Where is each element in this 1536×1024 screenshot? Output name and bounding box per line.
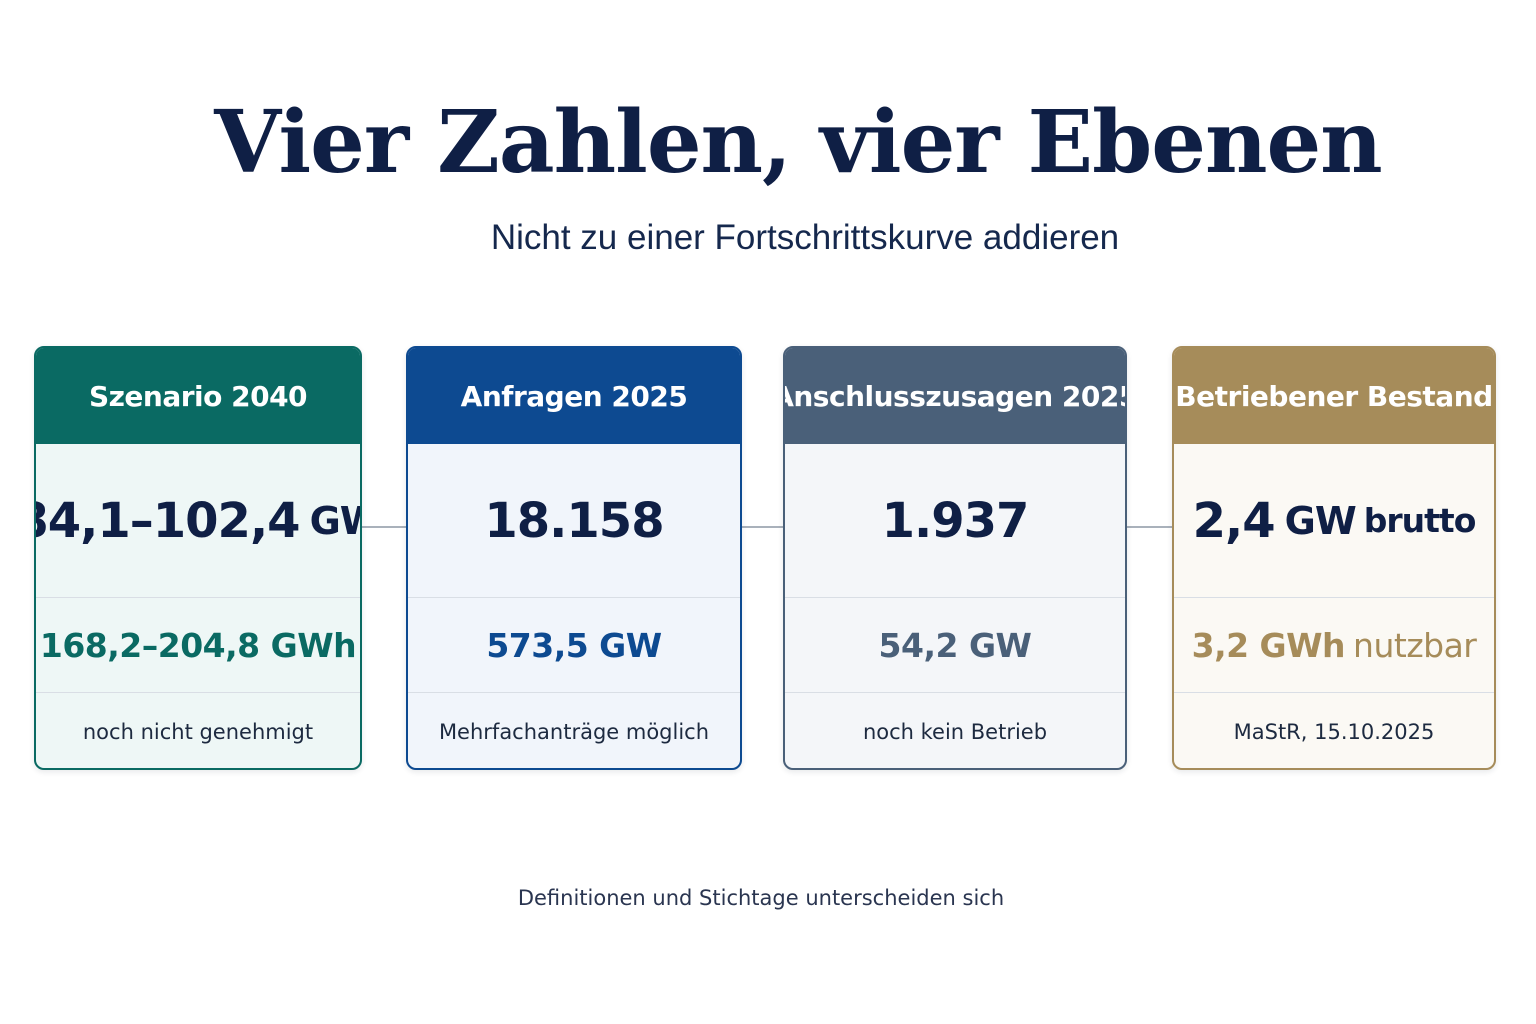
main-unit: GW — [309, 498, 360, 543]
card-note: noch kein Betrieb — [862, 719, 1048, 744]
card-header: Szenario 2040 — [36, 348, 360, 444]
sub-value: 54,2 GW — [878, 625, 1032, 665]
page-subtitle: Nicht zu einer Fortschrittskurve addiere… — [490, 218, 1120, 257]
card-anfragen-2025: Anfragen 2025 18.158 573,5 GW Mehrfachan… — [406, 346, 742, 770]
card-sub-value: 3,2 GWh nutzbar — [1174, 598, 1494, 693]
main-value: 84,1–102,4 — [34, 492, 301, 549]
card-main-value: 1.937 — [785, 444, 1125, 598]
card-note: noch nicht genehmigt — [82, 719, 314, 744]
main-suffix: brutto — [1363, 501, 1477, 540]
card-sub-value: 168,2–204,8 GWh — [36, 598, 360, 693]
card-betriebener-bestand: Betriebener Bestand 2,4 GW brutto 3,2 GWh n… — [1172, 346, 1496, 770]
card-main-value: 18.158 — [408, 444, 740, 598]
card-anschlusszusagen-2025: Anschlusszusagen 2025 1.937 54,2 GW noch… — [783, 346, 1127, 770]
main-value: 18.158 — [484, 492, 664, 549]
card-main-value: 84,1–102,4GW — [36, 444, 360, 598]
main-unit: GW — [1284, 498, 1357, 543]
sub-suffix: nutzbar — [1353, 625, 1477, 665]
connector-line-2 — [740, 526, 785, 528]
card-main-value: 2,4 GW brutto — [1174, 444, 1494, 598]
card-szenario-2040: Szenario 2040 84,1–102,4GW 168,2–204,8 G… — [34, 346, 362, 770]
card-sub-value: 573,5 GW — [408, 598, 740, 693]
card-header: Anschlusszusagen 2025 — [785, 348, 1125, 444]
main-value: 1.937 — [881, 492, 1030, 549]
connector-line-3 — [1125, 526, 1174, 528]
card-header: Betriebener Bestand — [1174, 348, 1494, 444]
card-header: Anfragen 2025 — [408, 348, 740, 444]
footer-note: Definitionen und Stichtage unterscheiden… — [517, 886, 1005, 910]
card-note: Mehrfachanträge möglich — [438, 719, 710, 744]
card-sub-value: 54,2 GW — [785, 598, 1125, 693]
connector-line-1 — [360, 526, 408, 528]
main-value: 2,4 — [1192, 492, 1276, 549]
sub-value: 168,2–204,8 GWh — [39, 625, 357, 665]
card-note: MaStR, 15.10.2025 — [1233, 719, 1435, 744]
sub-value: 573,5 GW — [486, 625, 662, 665]
page-title: Vier Zahlen, vier Ebenen — [214, 92, 1382, 193]
sub-value: 3,2 GWh — [1191, 625, 1346, 665]
